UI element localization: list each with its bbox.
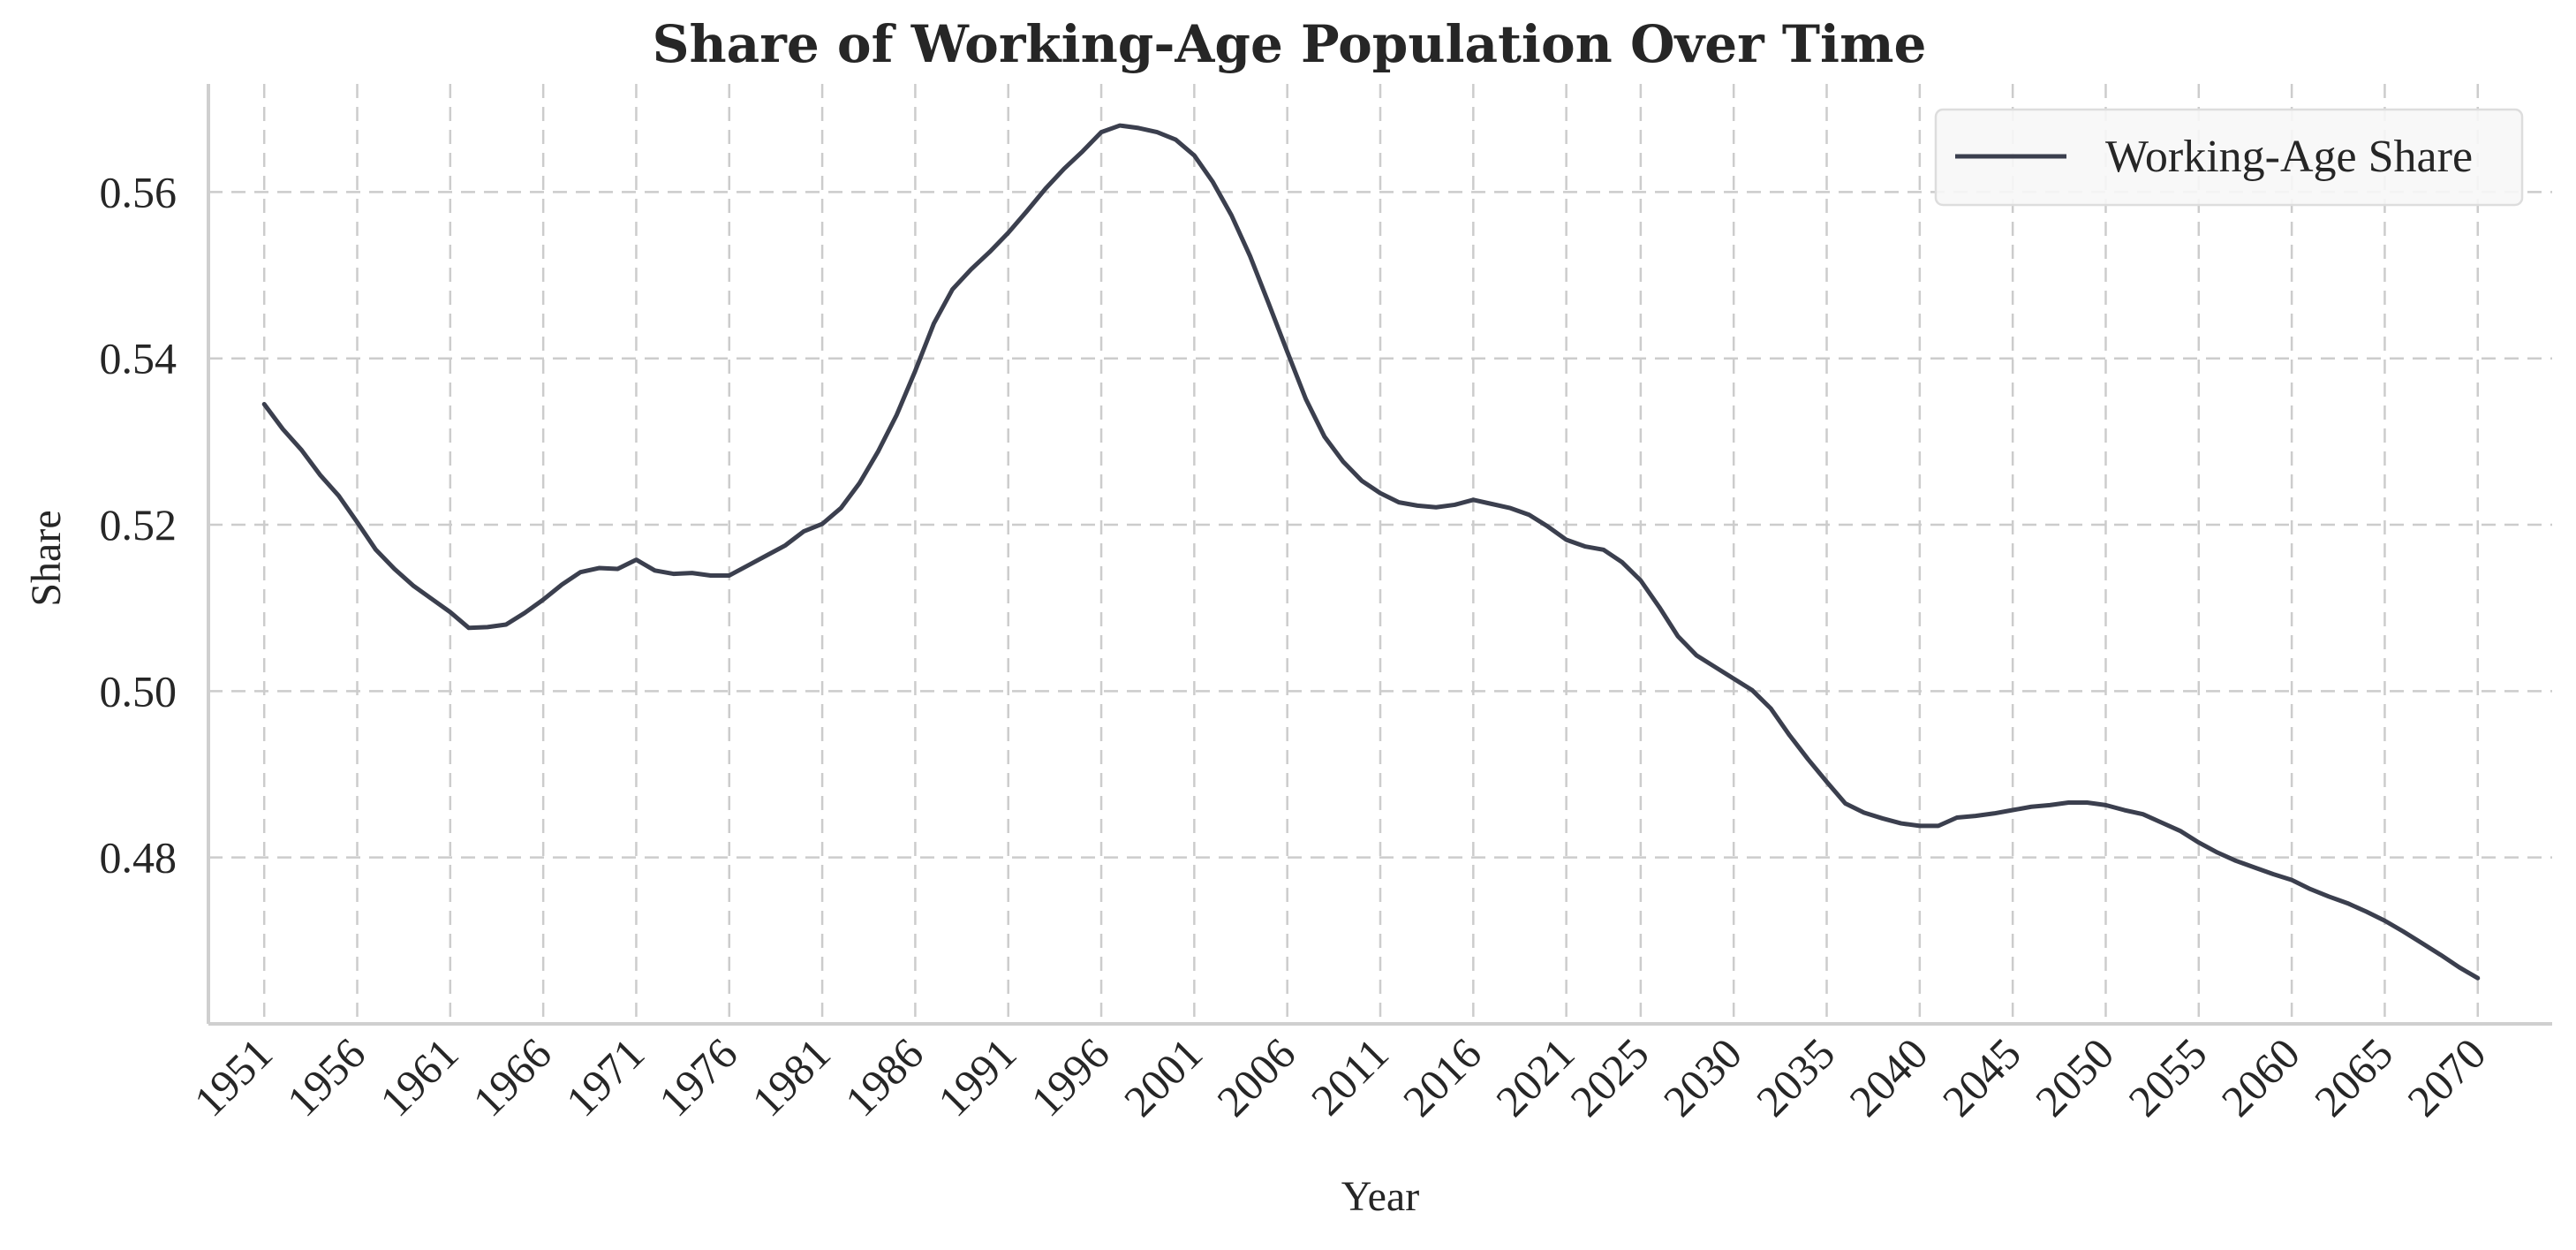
x-tick-label: 1991: [928, 1028, 1025, 1125]
x-tick-label: 2035: [1747, 1028, 1844, 1125]
y-axis-label: Share: [23, 510, 70, 606]
y-tick-label: 0.56: [100, 167, 178, 216]
y-tick-labels: 0.48 0.50 0.52 0.54 0.56: [100, 167, 178, 882]
y-tick-label: 0.48: [100, 833, 178, 883]
x-axis-label: Year: [1341, 1173, 1419, 1220]
x-tick-label: 1951: [185, 1028, 282, 1125]
x-tick-label: 2060: [2212, 1028, 2309, 1125]
legend-label: Working-Age Share: [2105, 132, 2473, 182]
x-tick-label: 1956: [277, 1028, 374, 1125]
y-tick-label: 0.52: [100, 500, 178, 549]
series-lines: [261, 123, 2481, 981]
x-tick-label: 1961: [370, 1028, 467, 1125]
legend-box: [1934, 108, 2524, 207]
x-tick-label: 1981: [743, 1028, 840, 1125]
x-tick-label: 2070: [2398, 1028, 2495, 1125]
x-tick-label: 1971: [556, 1028, 653, 1125]
x-tick-label: 2016: [1394, 1028, 1491, 1125]
x-tick-label: 1996: [1022, 1028, 1119, 1125]
x-tick-label: 2045: [1933, 1028, 2030, 1125]
x-tick-labels: 1951195619611966197119761981198619911996…: [185, 1028, 2496, 1125]
x-tick-label: 2030: [1654, 1028, 1751, 1125]
x-tick-label: 2065: [2305, 1028, 2402, 1125]
x-tick-label: 2001: [1114, 1028, 1212, 1125]
axes-spines: [207, 84, 2552, 1026]
series-line: [261, 123, 2481, 981]
x-tick-label: 2055: [2119, 1028, 2216, 1125]
x-tick-label: 2011: [1302, 1028, 1398, 1125]
y-tick-label: 0.54: [100, 334, 178, 383]
x-tick-label: 2040: [1839, 1028, 1937, 1125]
x-tick-label: 2021: [1486, 1028, 1583, 1125]
y-tick-label: 0.50: [100, 666, 178, 716]
grid-lines: [208, 84, 2552, 1024]
x-tick-label: 1986: [835, 1028, 933, 1125]
legend: Working-Age Share: [1934, 108, 2524, 207]
x-tick-label: 2006: [1207, 1028, 1304, 1125]
x-tick-label: 2050: [2026, 1028, 2123, 1125]
x-tick-label: 1976: [649, 1028, 746, 1125]
chart-title: Share of Working-Age Population Over Tim…: [653, 14, 1927, 74]
x-tick-label: 2025: [1560, 1028, 1658, 1125]
x-tick-label: 1966: [464, 1028, 561, 1125]
